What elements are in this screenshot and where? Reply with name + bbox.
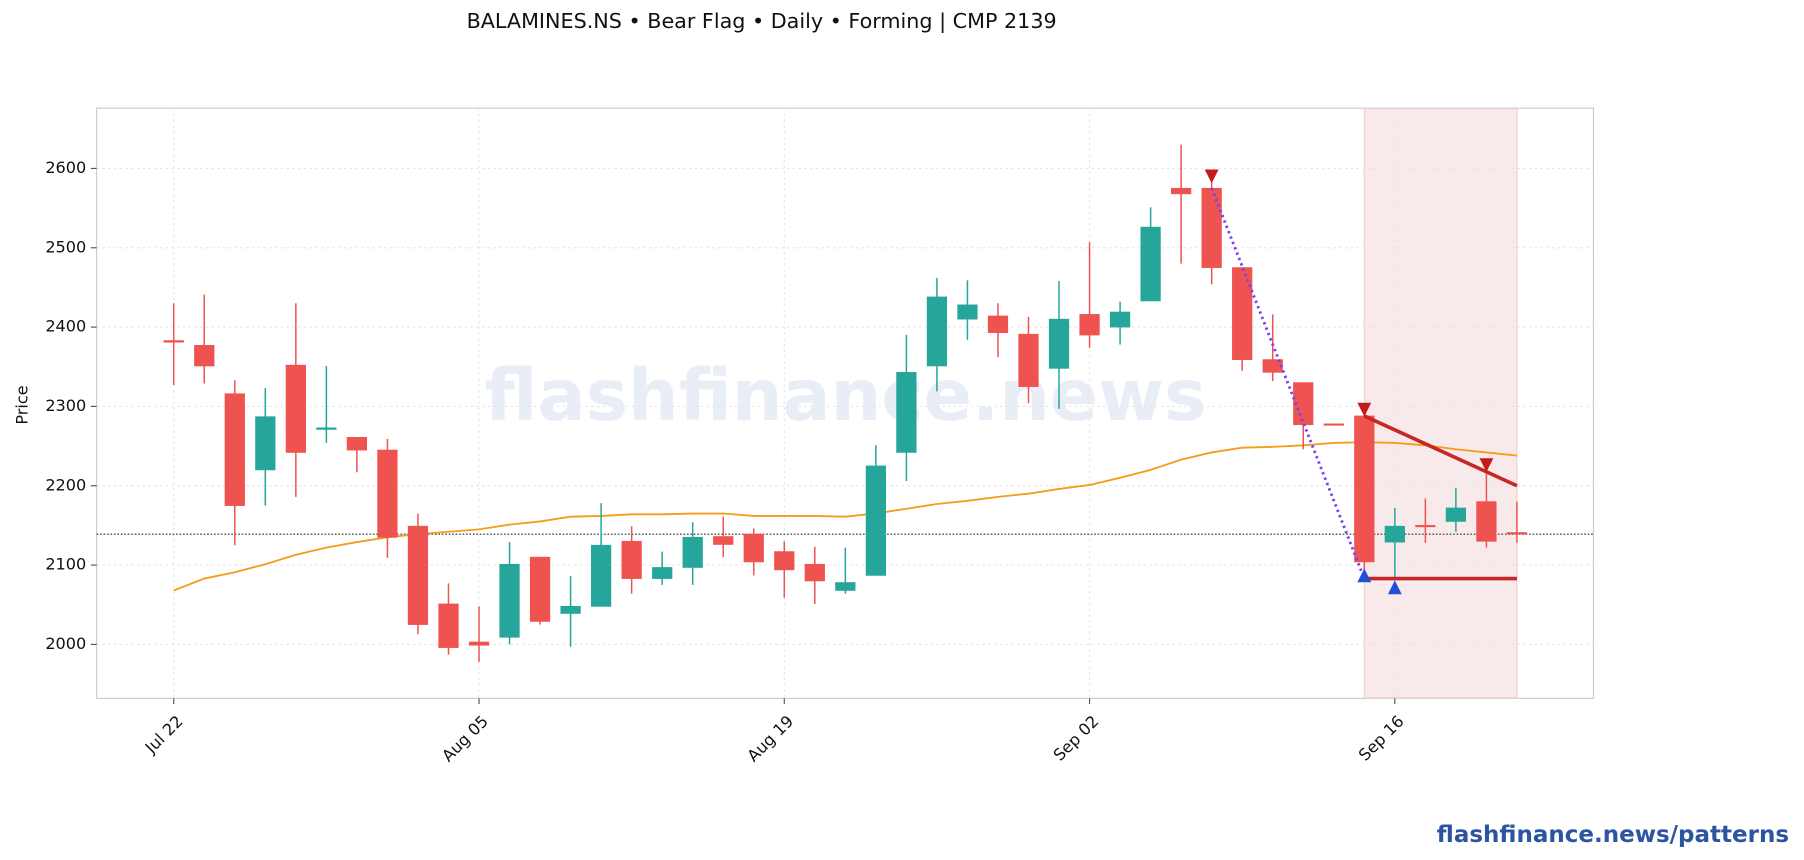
candle-body [1506, 532, 1528, 535]
candle-body [285, 364, 306, 453]
candle-body [255, 416, 276, 471]
marker [1479, 458, 1494, 473]
marker [1387, 580, 1402, 595]
watermark: flashfinance.news [485, 354, 1207, 437]
candle-body [1323, 423, 1344, 426]
x-tick-label: Sep 16 [1355, 712, 1408, 765]
y-tick-label: 2000 [45, 634, 86, 653]
candle-body [1048, 318, 1070, 369]
candle-body [163, 340, 184, 343]
marker [1204, 169, 1219, 184]
candle-body [804, 563, 825, 582]
pattern-line [1210, 187, 1366, 580]
candle-body [621, 540, 642, 579]
candle-body [377, 449, 398, 538]
candle-body [468, 641, 490, 646]
pattern-zone [1363, 108, 1518, 699]
marker [1357, 402, 1372, 417]
candle-body [1445, 507, 1467, 522]
y-tick-label: 2600 [45, 158, 86, 177]
candle-body [1140, 226, 1161, 302]
candle-body [1018, 333, 1039, 387]
x-tick-label: Jul 22 [141, 712, 187, 758]
candle-body [560, 605, 581, 614]
candle-body [1415, 525, 1436, 528]
y-tick-label: 2300 [45, 396, 86, 415]
candle-body [1384, 525, 1405, 543]
candle-body [865, 465, 886, 576]
candle-body [1476, 501, 1497, 542]
y-tick-label: 2100 [45, 555, 86, 574]
x-tick-label: Sep 02 [1049, 712, 1102, 765]
candle-body [774, 551, 795, 571]
y-tick-label: 2200 [45, 475, 86, 494]
y-tick-label: 2500 [45, 237, 86, 256]
x-tick-label: Aug 05 [438, 712, 492, 766]
candle-body [987, 315, 1009, 333]
marker [1357, 568, 1372, 583]
candle-body [1354, 415, 1375, 563]
x-tick-label: Aug 19 [743, 712, 797, 766]
candle-body [590, 544, 612, 607]
chart-title: BALAMINES.NS • Bear Flag • Daily • Formi… [467, 9, 1057, 34]
candle-body [957, 304, 978, 320]
candle-body [1201, 187, 1222, 268]
candle-body [682, 536, 703, 568]
candle-body [896, 371, 917, 453]
plot-frame [96, 107, 1595, 699]
candle-body [224, 393, 245, 506]
candle-body [529, 556, 551, 622]
candle-body [835, 582, 856, 591]
candle-body [316, 427, 337, 430]
candle-body [1171, 187, 1192, 195]
candle-body [1079, 314, 1100, 336]
candle-body [438, 603, 459, 648]
y-tick-label: 2400 [45, 317, 86, 336]
candle-body [743, 533, 764, 563]
candle-body [713, 536, 734, 545]
y-axis-label: Price [13, 385, 32, 424]
footer: flashfinance.news/patterns [1437, 822, 1789, 848]
candle-body [194, 344, 215, 367]
candle-body [499, 563, 520, 638]
pattern-line [1363, 414, 1518, 488]
candle-body [1109, 311, 1131, 328]
moving-average [173, 441, 1518, 592]
candle-body [926, 296, 948, 367]
candle-body [652, 567, 673, 579]
candle-body [407, 525, 429, 625]
candle-body [346, 437, 368, 451]
candle-body [1232, 267, 1253, 360]
